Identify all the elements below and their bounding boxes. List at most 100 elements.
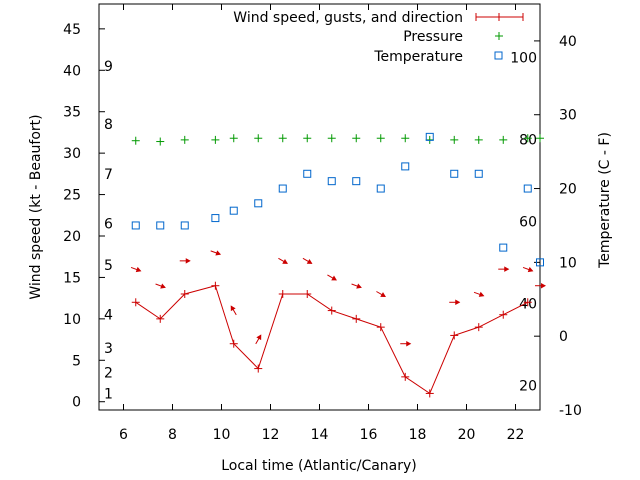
y-left-tick-label: 5 [72,353,81,369]
y-right-tick-label: 40 [559,34,577,50]
temperature-point [376,184,385,193]
wind-point [327,306,336,315]
temperature-point [474,169,483,178]
y-axis-title-left: Wind speed (kt - Beaufort) [28,114,44,299]
fahrenheit-label: 100 [510,50,537,66]
temperature-point [303,169,312,178]
beaufort-label: 2 [104,366,113,382]
wind-arrow-head [540,282,547,289]
legend-marker-temperature [494,51,503,60]
temperature-point [450,169,459,178]
pressure-point [229,134,238,143]
wind-arrow [473,291,485,297]
pressure-point [327,134,336,143]
wind-point [303,290,312,298]
temperature-point [211,214,220,223]
wind-arrow [230,305,237,316]
wind-point [156,314,165,323]
beaufort-label: 6 [104,217,113,233]
y-left-tick-label: 25 [63,188,81,204]
y-left-tick-label: 15 [63,270,81,286]
wind-arrow-head [306,258,313,264]
wind-arrow-head [185,258,191,264]
wind-point [229,339,238,348]
x-tick-label: 10 [213,427,231,443]
y-right-tick-label: 10 [559,255,577,271]
wind-arrow-head [256,334,262,341]
temperature-point [401,162,410,171]
wind-point [499,310,508,319]
x-axis-title: Local time (Atlantic/Canary) [221,458,417,474]
beaufort-label: 5 [104,258,113,274]
wind-arrow-head [282,258,288,264]
wind-arrow-head [160,283,166,289]
wind-arrow [449,299,461,306]
temperature-point [352,177,361,186]
x-tick-label: 18 [409,427,427,443]
pressure-point [376,134,385,143]
temperature-point [131,221,140,230]
wind-arrow [179,258,191,264]
beaufort-label: 9 [104,59,113,75]
pressure-point [352,134,361,143]
wind-arrow [498,266,510,272]
wind-arrow [400,340,412,347]
wind-point [401,372,410,381]
wind-point [254,364,263,373]
axis-ticks: 6 8 10 12 14 16 18 20 22051015202530354045-10010… [63,4,582,443]
wind-arrow [351,283,362,289]
beaufort-label: 4 [104,308,113,324]
wind-point [352,314,361,323]
temperature-point [499,243,508,252]
wind-arrow-head [527,266,534,273]
temperature-point [229,206,238,215]
temperature-point [278,184,287,193]
wind-point [376,323,385,332]
legend-marker-pressure [495,32,503,40]
wind-line [135,285,528,395]
x-tick-label: 12 [262,427,280,443]
wind-point [278,290,287,298]
fahrenheit-label: 20 [519,378,537,394]
legend-label-pressure: Pressure [403,29,463,45]
x-tick-label: 20 [458,427,476,443]
beaufort-label: 8 [104,117,113,133]
fahrenheit-label: 60 [519,214,537,230]
wind-arrow-head [135,266,142,273]
y-right-tick-label: 30 [559,108,577,124]
temperature-point [180,221,189,230]
wind-arrow-head [455,299,461,306]
beaufort-label: 1 [104,386,113,402]
pressure-point [131,136,140,145]
wind-arrow-head [230,305,236,312]
pressure-point [303,134,312,143]
temperature-point [536,258,544,267]
y-left-tick-label: 30 [63,146,81,162]
wind-arrow-head [504,266,510,272]
pressure-point [536,134,544,143]
pressure-point [254,134,263,143]
wind-point [211,281,220,290]
wind-arrow [522,266,534,273]
temperature-point [327,177,336,186]
y-right-tick-label: 0 [559,329,568,345]
beaufort-label: 7 [104,167,113,183]
wind-arrow [278,257,288,264]
wind-point [474,323,483,332]
y-left-tick-label: 45 [63,22,81,38]
y-left-tick-label: 10 [63,312,81,328]
wind-arrow [535,282,547,289]
temperature-point [156,221,165,230]
wind-arrow-head [406,340,412,347]
pressure-point [180,135,189,144]
y-right-tick-label: 20 [559,182,577,198]
y-left-tick-label: 40 [63,63,81,79]
x-tick-label: 8 [168,427,177,443]
wind-arrow-head [215,250,222,256]
x-tick-label: 14 [311,427,329,443]
pressure-point [523,134,532,143]
y-right-tick-label: -10 [559,403,582,419]
x-tick-label: 6 [119,427,128,443]
y-axis-title-right: Temperature (C - F) [597,132,613,269]
